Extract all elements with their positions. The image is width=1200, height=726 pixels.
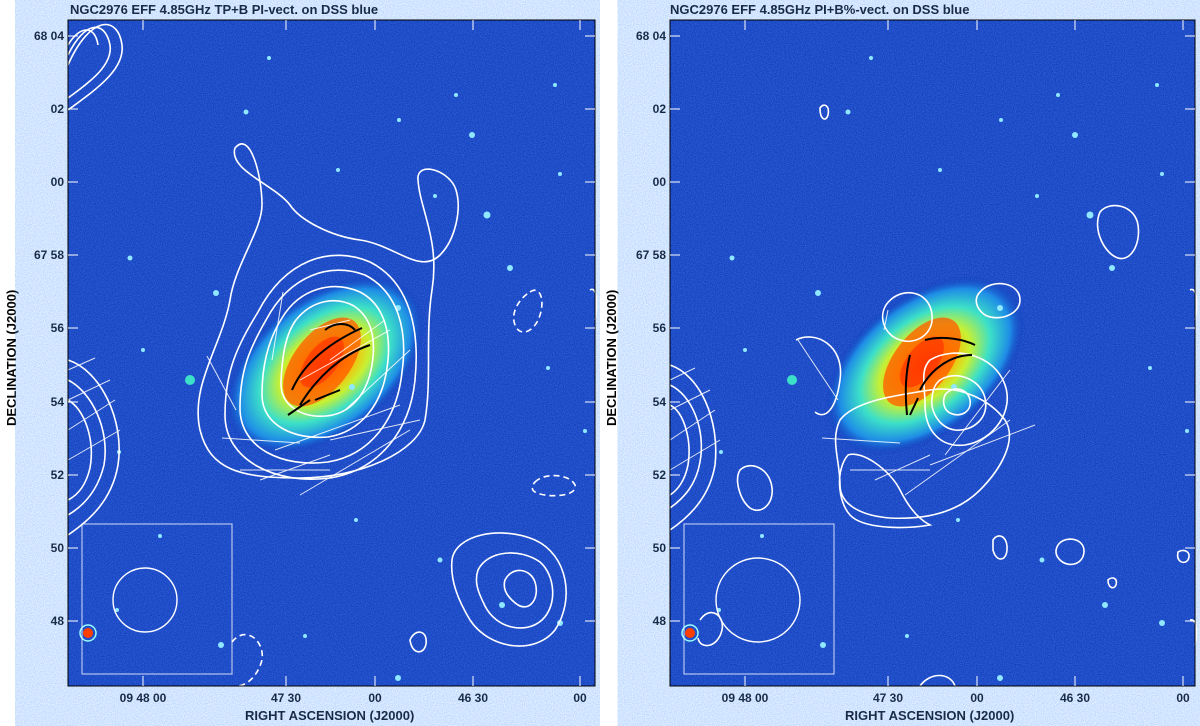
left-ytick-label: 67 58 bbox=[33, 248, 64, 262]
polarization-vectors bbox=[67, 291, 421, 496]
left-ytick-label: 00 bbox=[50, 175, 64, 189]
polarization-vectors-dark bbox=[287, 323, 371, 416]
plot-frame bbox=[67, 19, 596, 687]
right-ytick-label: 52 bbox=[652, 468, 666, 482]
left-xtick-label: 00 bbox=[573, 691, 587, 705]
left-x-axis-label: RIGHT ASCENSION (J2000) bbox=[245, 708, 415, 723]
left-panel-title: NGC2976 EFF 4.85GHz TP+B PI-vect. on DSS… bbox=[70, 2, 379, 17]
contours bbox=[669, 104, 1198, 687]
right-sky-map bbox=[669, 19, 1198, 687]
left-sky-map bbox=[67, 19, 598, 687]
beam-inset bbox=[683, 523, 835, 675]
left-ytick-label: 54 bbox=[50, 395, 64, 409]
right-ytick-label: 02 bbox=[652, 102, 666, 116]
right-ytick-label: 68 04 bbox=[635, 29, 666, 43]
left-xtick-label: 00 bbox=[368, 691, 382, 705]
right-panel: NGC2976 EFF 4.85GHz PI+B%-vect. on DSS b… bbox=[600, 0, 1200, 726]
right-ytick-label: 50 bbox=[652, 541, 666, 555]
star-field bbox=[79, 56, 587, 681]
left-ytick-label: 52 bbox=[50, 468, 64, 482]
right-xtick-label: 47 30 bbox=[872, 691, 904, 705]
right-ytick-label: 00 bbox=[652, 175, 666, 189]
right-ytick-label: 67 58 bbox=[635, 248, 666, 262]
galaxy-core bbox=[283, 317, 361, 407]
left-xtick-label: 46 30 bbox=[457, 691, 489, 705]
left-xtick-label: 47 30 bbox=[270, 691, 302, 705]
right-panel-title: NGC2976 EFF 4.85GHz PI+B%-vect. on DSS b… bbox=[670, 2, 970, 17]
plot-frame bbox=[669, 19, 1196, 687]
right-ytick-label: 48 bbox=[652, 614, 666, 628]
polarization-vectors bbox=[669, 309, 1036, 496]
left-panel: NGC2976 EFF 4.85GHz TP+B PI-vect. on DSS… bbox=[4, 2, 598, 723]
right-ytick-label: 56 bbox=[652, 321, 666, 335]
right-xtick-label: 00 bbox=[1176, 691, 1190, 705]
right-xtick-label: 09 48 00 bbox=[721, 691, 769, 705]
left-ytick-label: 56 bbox=[50, 321, 64, 335]
left-ytick-label: 50 bbox=[50, 541, 64, 555]
right-x-axis-label: RIGHT ASCENSION (J2000) bbox=[845, 708, 1015, 723]
left-xtick-label: 09 48 00 bbox=[119, 691, 167, 705]
beam-inset bbox=[81, 523, 233, 675]
right-xtick-label: 00 bbox=[970, 691, 984, 705]
left-ytick-label: 68 04 bbox=[33, 29, 64, 43]
right-ytick-label: 54 bbox=[652, 395, 666, 409]
contours bbox=[67, 23, 598, 687]
left-ytick-label: 48 bbox=[50, 614, 64, 628]
left-ytick-label: 02 bbox=[50, 102, 64, 116]
right-xtick-label: 46 30 bbox=[1059, 691, 1091, 705]
polarization-vectors-dark bbox=[904, 336, 976, 416]
galaxy-core bbox=[883, 317, 961, 407]
